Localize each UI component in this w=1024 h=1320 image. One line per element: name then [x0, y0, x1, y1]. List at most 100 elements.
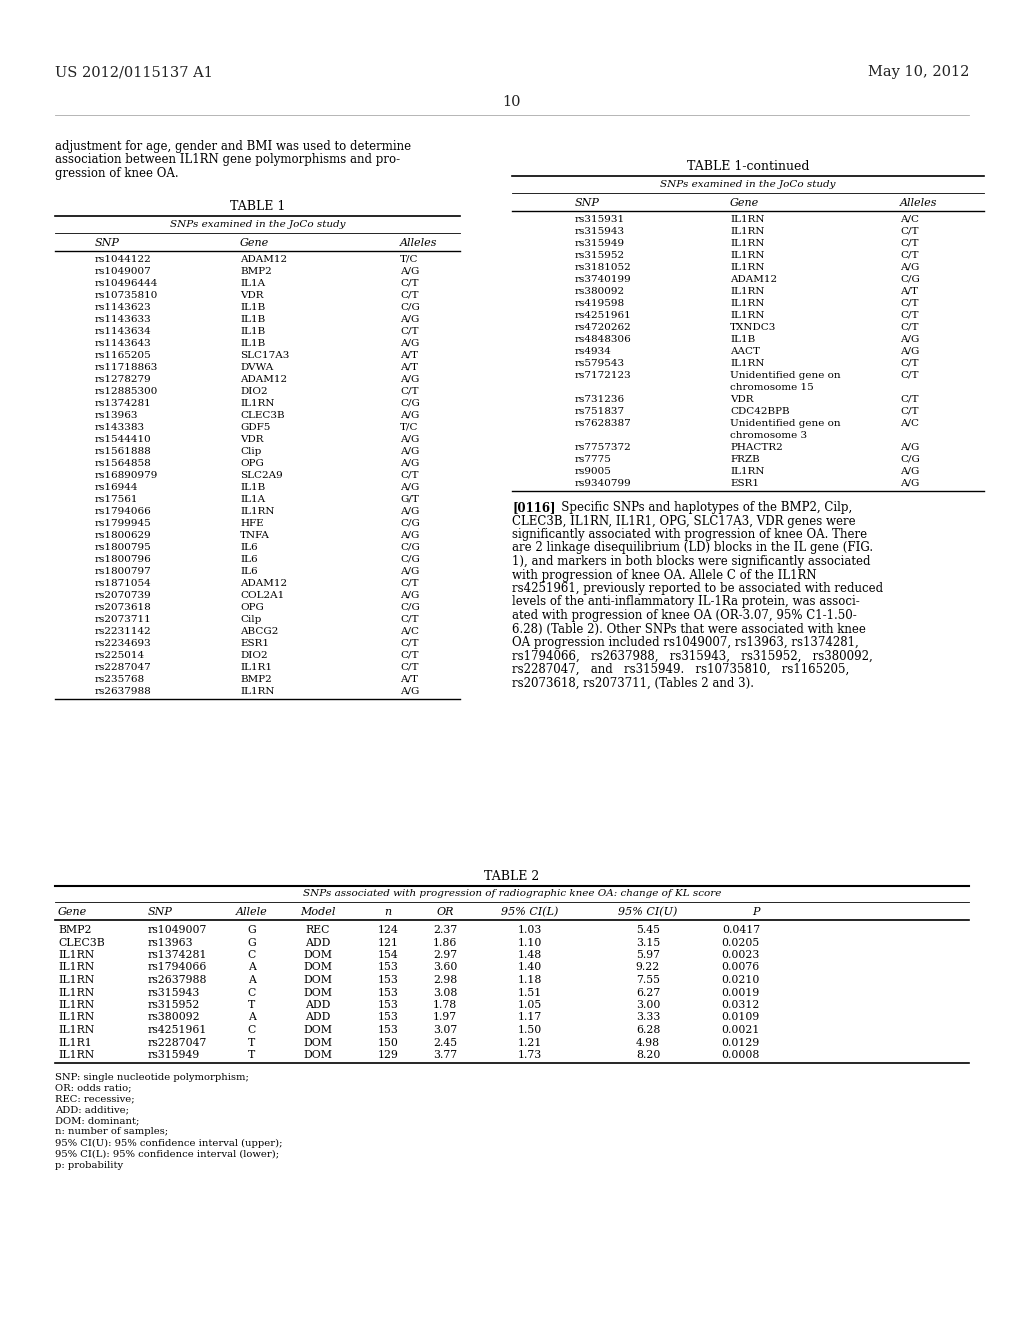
Text: OA progression included rs1049007, rs13963, rs1374281,: OA progression included rs1049007, rs139… [512, 636, 859, 649]
Text: significantly associated with progression of knee OA. There: significantly associated with progressio… [512, 528, 867, 541]
Text: A/G: A/G [900, 444, 920, 451]
Text: rs2637988: rs2637988 [95, 686, 152, 696]
Text: rs579543: rs579543 [575, 359, 625, 368]
Text: IL1RN: IL1RN [58, 987, 94, 998]
Text: 5.97: 5.97 [636, 950, 660, 960]
Text: rs380092: rs380092 [148, 1012, 201, 1023]
Text: P: P [753, 907, 760, 917]
Text: BMP2: BMP2 [240, 675, 271, 684]
Text: IL1RN: IL1RN [730, 286, 765, 296]
Text: rs1561888: rs1561888 [95, 447, 152, 455]
Text: Gene: Gene [240, 238, 269, 248]
Text: rs1044122: rs1044122 [95, 255, 152, 264]
Text: IL1RN: IL1RN [730, 467, 765, 477]
Text: DOM: DOM [303, 975, 333, 985]
Text: Unidentified gene on: Unidentified gene on [730, 371, 841, 380]
Text: A/G: A/G [400, 531, 420, 540]
Text: C/T: C/T [400, 387, 419, 396]
Text: 153: 153 [378, 987, 398, 998]
Text: 1.48: 1.48 [518, 950, 542, 960]
Text: 153: 153 [378, 1001, 398, 1010]
Text: SNP: SNP [95, 238, 120, 248]
Text: rs1165205: rs1165205 [95, 351, 152, 360]
Text: rs10496444: rs10496444 [95, 279, 159, 288]
Text: 0.0109: 0.0109 [722, 1012, 760, 1023]
Text: rs419598: rs419598 [575, 300, 625, 308]
Text: rs143383: rs143383 [95, 422, 145, 432]
Text: rs380092: rs380092 [575, 286, 625, 296]
Text: A: A [248, 1012, 256, 1023]
Text: rs315949: rs315949 [575, 239, 625, 248]
Text: rs17561: rs17561 [95, 495, 138, 504]
Text: 0.0417: 0.0417 [722, 925, 760, 935]
Text: rs315943: rs315943 [148, 987, 201, 998]
Text: rs4848306: rs4848306 [575, 335, 632, 345]
Text: are 2 linkage disequilibrium (LD) blocks in the IL gene (FIG.: are 2 linkage disequilibrium (LD) blocks… [512, 541, 873, 554]
Text: DOM: DOM [303, 1049, 333, 1060]
Text: rs7757372: rs7757372 [575, 444, 632, 451]
Text: A/G: A/G [400, 591, 420, 601]
Text: rs13963: rs13963 [148, 937, 194, 948]
Text: A/G: A/G [400, 447, 420, 455]
Text: PHACTR2: PHACTR2 [730, 444, 782, 451]
Text: OPG: OPG [240, 603, 264, 612]
Text: A/G: A/G [400, 507, 420, 516]
Text: A/G: A/G [400, 459, 420, 469]
Text: IL1B: IL1B [240, 483, 265, 492]
Text: rs731236: rs731236 [575, 395, 625, 404]
Text: COL2A1: COL2A1 [240, 591, 285, 601]
Text: A/T: A/T [400, 351, 418, 360]
Text: rs225014: rs225014 [95, 651, 145, 660]
Text: BMP2: BMP2 [58, 925, 91, 935]
Text: C/T: C/T [900, 323, 919, 333]
Text: rs1871054: rs1871054 [95, 579, 152, 587]
Text: levels of the anti-inflammatory IL-1Ra protein, was associ-: levels of the anti-inflammatory IL-1Ra p… [512, 595, 860, 609]
Text: rs4934: rs4934 [575, 347, 612, 356]
Text: rs315952: rs315952 [148, 1001, 201, 1010]
Text: AACT: AACT [730, 347, 760, 356]
Text: Clip: Clip [240, 447, 261, 455]
Text: TABLE 1-continued: TABLE 1-continued [687, 160, 809, 173]
Text: G/T: G/T [400, 495, 419, 504]
Text: ADD: additive;: ADD: additive; [55, 1106, 129, 1114]
Text: 3.15: 3.15 [636, 937, 660, 948]
Text: DOM: DOM [303, 950, 333, 960]
Text: adjustment for age, gender and BMI was used to determine: adjustment for age, gender and BMI was u… [55, 140, 411, 153]
Text: rs315952: rs315952 [575, 251, 625, 260]
Text: GDF5: GDF5 [240, 422, 270, 432]
Text: rs1049007: rs1049007 [95, 267, 152, 276]
Text: DVWA: DVWA [240, 363, 273, 372]
Text: 153: 153 [378, 975, 398, 985]
Text: C: C [248, 987, 256, 998]
Text: VDR: VDR [240, 290, 263, 300]
Text: Unidentified gene on: Unidentified gene on [730, 418, 841, 428]
Text: [0116]: [0116] [512, 502, 555, 513]
Text: IL1RN: IL1RN [240, 399, 274, 408]
Text: OR: OR [436, 907, 454, 917]
Text: ADD: ADD [305, 1001, 331, 1010]
Text: C: C [248, 950, 256, 960]
Text: 0.0019: 0.0019 [722, 987, 760, 998]
Text: rs2073711: rs2073711 [95, 615, 152, 624]
Text: IL6: IL6 [240, 554, 258, 564]
Text: A/G: A/G [400, 339, 420, 348]
Text: 0.0076: 0.0076 [722, 962, 760, 973]
Text: C/T: C/T [900, 251, 919, 260]
Text: rs4251961, previously reported to be associated with reduced: rs4251961, previously reported to be ass… [512, 582, 883, 595]
Text: chromosome 3: chromosome 3 [730, 432, 807, 440]
Text: 1.97: 1.97 [433, 1012, 457, 1023]
Text: 124: 124 [378, 925, 398, 935]
Text: A/G: A/G [400, 436, 420, 444]
Text: A/G: A/G [900, 467, 920, 477]
Text: ADD: ADD [305, 1012, 331, 1023]
Text: C/T: C/T [900, 371, 919, 380]
Text: 4.98: 4.98 [636, 1038, 660, 1048]
Text: A/T: A/T [900, 286, 918, 296]
Text: DIO2: DIO2 [240, 651, 267, 660]
Text: rs9340799: rs9340799 [575, 479, 632, 488]
Text: rs2070739: rs2070739 [95, 591, 152, 601]
Text: HFE: HFE [240, 519, 263, 528]
Text: ADD: ADD [305, 937, 331, 948]
Text: 95% CI(U): 95% CI(U) [618, 907, 678, 917]
Text: IL1A: IL1A [240, 279, 265, 288]
